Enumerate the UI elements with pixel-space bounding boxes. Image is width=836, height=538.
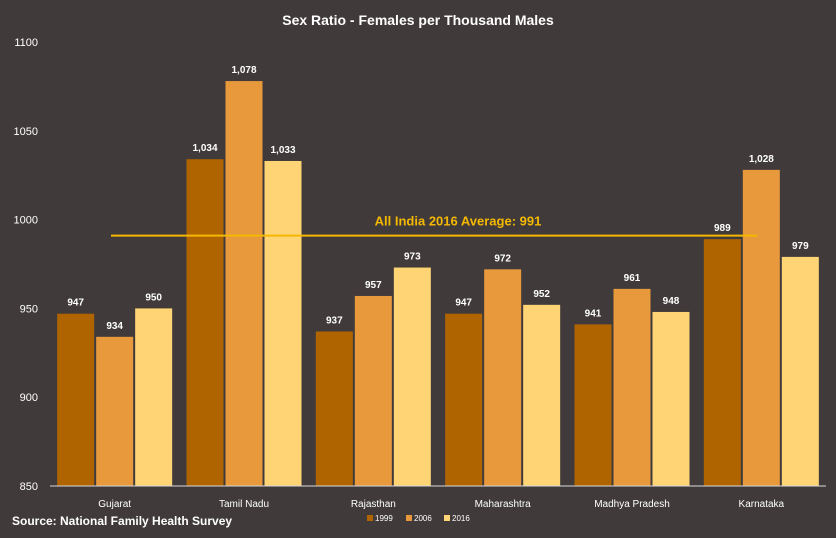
- legend-swatch: [367, 515, 373, 521]
- data-label: 973: [404, 252, 421, 263]
- bar: [445, 313, 483, 486]
- data-label: 934: [106, 321, 123, 332]
- data-label: 961: [624, 273, 641, 284]
- data-label: 952: [533, 289, 550, 300]
- data-label: 947: [455, 298, 472, 309]
- bar: [781, 256, 819, 486]
- bar: [96, 336, 134, 486]
- bar: [135, 308, 173, 486]
- x-tick-label: Maharashtra: [475, 499, 532, 510]
- y-tick-label: 950: [20, 303, 38, 315]
- bars: [50, 81, 826, 487]
- data-label: 937: [326, 315, 343, 326]
- y-tick-label: 900: [20, 392, 38, 404]
- legend-label: 2006: [414, 514, 432, 523]
- bar: [652, 311, 690, 486]
- legend-swatch: [406, 515, 412, 521]
- reference-line-group: All India 2016 Average: 991: [111, 214, 757, 237]
- data-label: 989: [714, 223, 731, 234]
- data-label: 948: [663, 296, 680, 307]
- x-tick-label: Tamil Nadu: [219, 499, 269, 510]
- reference-line-label: All India 2016 Average: 991: [375, 214, 542, 229]
- data-label: 1,034: [192, 143, 217, 154]
- x-tick-label: Karnataka: [739, 499, 785, 510]
- bar: [186, 159, 224, 486]
- data-label: 1,028: [749, 154, 774, 165]
- legend: 1999 2006 2016: [367, 514, 470, 523]
- y-tick-label: 1050: [14, 126, 38, 138]
- data-label: 950: [145, 292, 162, 303]
- y-tick-label: 1000: [14, 215, 38, 227]
- legend-label: 1999: [375, 514, 393, 523]
- data-label: 1,033: [270, 145, 295, 156]
- bar: [484, 269, 522, 486]
- bar: [264, 160, 302, 486]
- bar: [703, 239, 741, 486]
- x-tick-label: Gujarat: [98, 499, 131, 510]
- chart-title: Sex Ratio - Females per Thousand Males: [282, 12, 554, 28]
- data-label: 979: [792, 241, 809, 252]
- bar: [57, 313, 95, 486]
- data-label: 972: [494, 253, 511, 264]
- legend-swatch: [444, 515, 450, 521]
- source-note: Source: National Family Health Survey: [12, 514, 233, 528]
- data-label: 941: [585, 308, 602, 319]
- bar: [225, 81, 263, 487]
- data-label: 947: [67, 298, 84, 309]
- bar: [742, 169, 780, 486]
- legend-label: 2016: [452, 514, 470, 523]
- bar: [523, 304, 561, 486]
- bar: [574, 324, 612, 486]
- x-tick-label: Rajasthan: [351, 499, 396, 510]
- bar: [613, 288, 651, 486]
- bar: [354, 295, 392, 486]
- data-labels: 947 934 950 1,034 1,078 1,033 937 957 973 947 972 9…: [67, 65, 809, 332]
- data-label: 957: [365, 280, 382, 291]
- x-axis: Gujarat Tamil Nadu Rajasthan Maharashtra Mad…: [98, 499, 784, 510]
- y-axis: 850 900 950 1000 1050 1100: [14, 37, 38, 493]
- bar: [315, 331, 353, 486]
- data-label: 1,078: [231, 65, 256, 76]
- y-tick-label: 850: [20, 481, 38, 493]
- y-tick-label: 1100: [14, 37, 38, 49]
- bar: [393, 267, 431, 486]
- x-tick-label: Madhya Pradesh: [594, 499, 670, 510]
